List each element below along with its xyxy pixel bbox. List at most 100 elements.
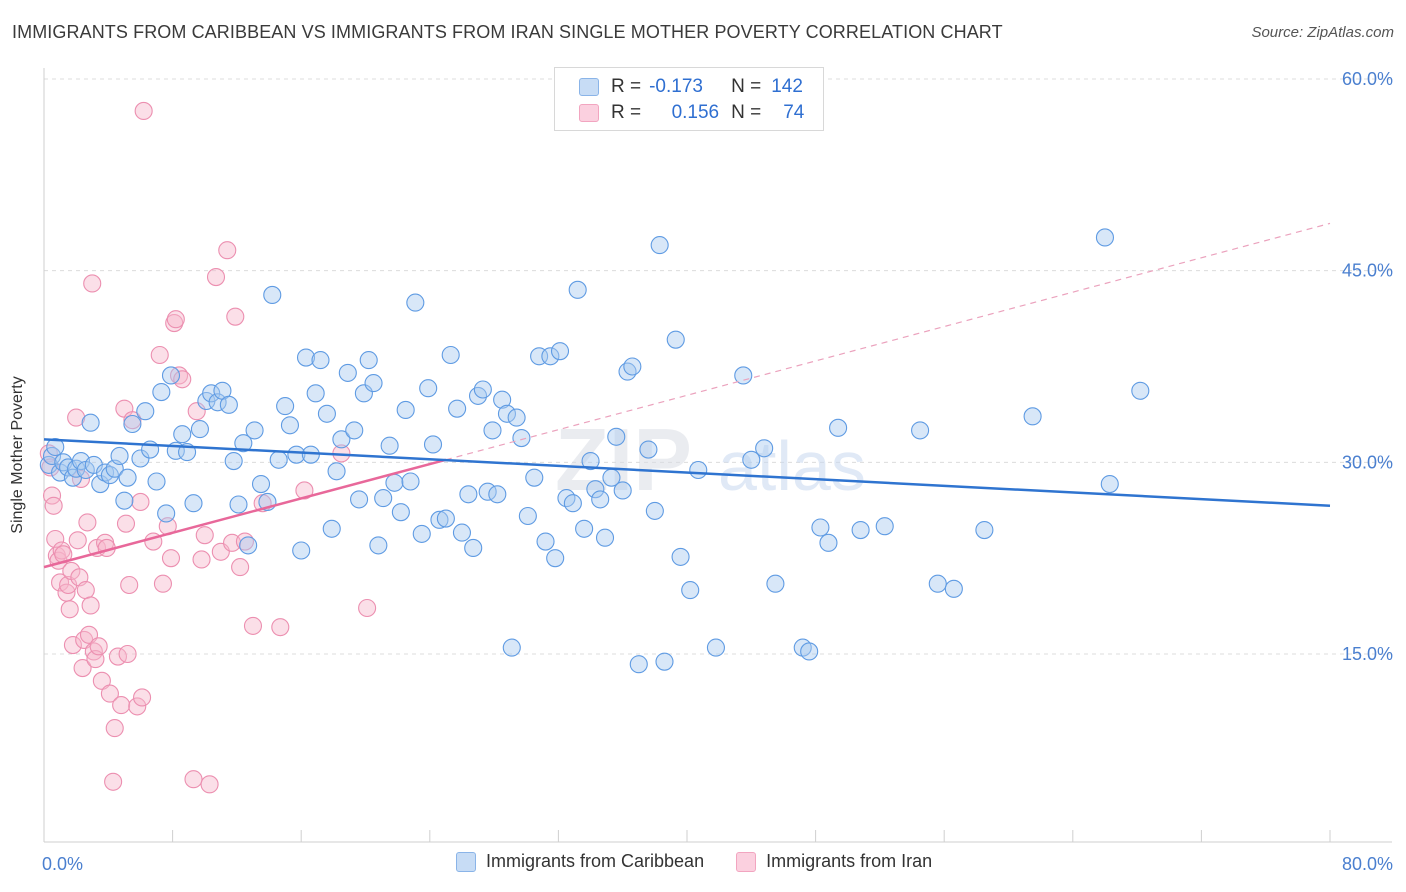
iran-point bbox=[173, 370, 192, 389]
caribbean-point bbox=[800, 642, 819, 661]
iran-point bbox=[166, 310, 185, 329]
iran-point bbox=[89, 637, 108, 656]
caribbean-point bbox=[423, 435, 443, 454]
caribbean-point bbox=[512, 429, 531, 448]
iran-point bbox=[100, 684, 119, 703]
iran-point bbox=[78, 513, 97, 532]
caribbean-point bbox=[263, 285, 282, 304]
caribbean-point bbox=[586, 480, 605, 499]
y-tick-label: 60.0% bbox=[1342, 69, 1393, 89]
caribbean-point bbox=[1100, 475, 1119, 494]
caribbean-trend-line bbox=[43, 438, 1331, 508]
caribbean-point bbox=[208, 393, 227, 412]
caribbean-point bbox=[671, 547, 690, 566]
caribbean-point bbox=[296, 348, 316, 367]
caribbean-point bbox=[280, 416, 299, 435]
caribbean-point bbox=[575, 519, 594, 538]
caribbean-point bbox=[518, 506, 537, 526]
caribbean-point bbox=[706, 638, 725, 657]
caribbean-point bbox=[276, 397, 295, 416]
correlation-legend: R = -0.173 N = 142 R = 0.156 N = 74 bbox=[554, 67, 824, 131]
series-swatch-iran bbox=[736, 851, 757, 872]
iran-point bbox=[60, 600, 79, 619]
caribbean-point bbox=[911, 421, 930, 440]
caribbean-point bbox=[118, 468, 137, 487]
caribbean-point bbox=[464, 538, 483, 557]
caribbean-point bbox=[944, 579, 963, 598]
y-tick-label: 45.0% bbox=[1342, 261, 1393, 281]
caribbean-point bbox=[364, 374, 383, 393]
caribbean-point bbox=[563, 494, 582, 513]
iran-point bbox=[206, 268, 226, 287]
legend-n-label: N = bbox=[731, 102, 762, 123]
caribbean-point bbox=[136, 402, 155, 421]
caribbean-point bbox=[81, 413, 100, 432]
caribbean-point bbox=[190, 420, 209, 439]
iran-point bbox=[112, 696, 131, 715]
iran-trend-extension bbox=[445, 222, 1331, 461]
caribbean-point bbox=[380, 436, 399, 455]
caribbean-point bbox=[536, 532, 555, 551]
caribbean-point bbox=[147, 472, 166, 491]
caribbean-point bbox=[115, 491, 134, 510]
iran-point bbox=[195, 526, 214, 545]
series-legend-iran: Immigrants from Iran bbox=[736, 851, 932, 872]
x-tick-label: 80.0% bbox=[1342, 854, 1393, 874]
caribbean-point bbox=[493, 390, 512, 409]
caribbean-point bbox=[666, 330, 685, 349]
caribbean-point bbox=[239, 536, 258, 555]
caribbean-point bbox=[269, 450, 288, 469]
iran-point bbox=[128, 697, 147, 716]
caribbean-point bbox=[292, 541, 311, 560]
legend-row-caribbean: R = -0.173 N = 142 bbox=[579, 75, 803, 99]
caribbean-point bbox=[430, 510, 449, 529]
legend-n-label: N = bbox=[731, 76, 762, 97]
caribbean-point bbox=[322, 519, 341, 538]
caribbean-point bbox=[681, 581, 700, 600]
series-label-iran: Immigrants from Iran bbox=[766, 851, 933, 871]
legend-r-value: 0.156 bbox=[671, 102, 720, 123]
iran-point bbox=[81, 596, 100, 615]
series-swatch-caribbean bbox=[456, 851, 476, 872]
caribbean-point bbox=[96, 463, 115, 482]
caribbean-point bbox=[607, 427, 626, 446]
source-note: Source: ZipAtlas.com bbox=[1251, 24, 1394, 41]
legend-r-label: R = bbox=[611, 76, 642, 97]
iran-point bbox=[192, 550, 211, 569]
legend-r-label: R = bbox=[611, 102, 642, 123]
caribbean-point bbox=[618, 362, 637, 381]
caribbean-point bbox=[591, 490, 610, 509]
legend-n-value: 74 bbox=[783, 102, 805, 123]
series-label-caribbean: Immigrants from Caribbean bbox=[486, 851, 705, 871]
iran-point bbox=[63, 636, 82, 655]
iran-point bbox=[295, 481, 314, 500]
caribbean-point bbox=[338, 363, 357, 382]
caribbean-point bbox=[396, 400, 415, 419]
caribbean-point bbox=[473, 380, 492, 399]
iran-point bbox=[161, 549, 181, 568]
caribbean-point bbox=[202, 384, 221, 403]
caribbean-point bbox=[502, 638, 521, 657]
caribbean-point bbox=[483, 421, 502, 440]
iran-point bbox=[153, 574, 173, 593]
caribbean-point bbox=[374, 489, 393, 508]
caribbean-point bbox=[251, 475, 271, 494]
legend-n-value: 142 bbox=[771, 76, 803, 97]
caribbean-point bbox=[755, 439, 774, 458]
caribbean-point bbox=[655, 652, 674, 671]
caribbean-point bbox=[975, 521, 994, 540]
iran-point bbox=[76, 581, 95, 600]
caribbean-point bbox=[385, 473, 404, 492]
y-axis-label: Single Mother Poverty bbox=[9, 376, 26, 534]
iran-point bbox=[73, 659, 92, 678]
legend-r-value: -0.173 bbox=[649, 76, 703, 97]
tick-labels: 15.0% 30.0% 45.0% 60.0% 0.0% 80.0% bbox=[42, 69, 1393, 874]
iran-point bbox=[120, 575, 139, 595]
caribbean-point bbox=[689, 460, 708, 480]
legend-row-iran: R = 0.156 N = 74 bbox=[579, 101, 804, 125]
caribbean-point bbox=[245, 421, 264, 440]
caribbean-point bbox=[412, 524, 431, 543]
caribbean-point bbox=[391, 503, 410, 522]
caribbean-point bbox=[152, 383, 171, 402]
caribbean-point bbox=[224, 452, 243, 471]
